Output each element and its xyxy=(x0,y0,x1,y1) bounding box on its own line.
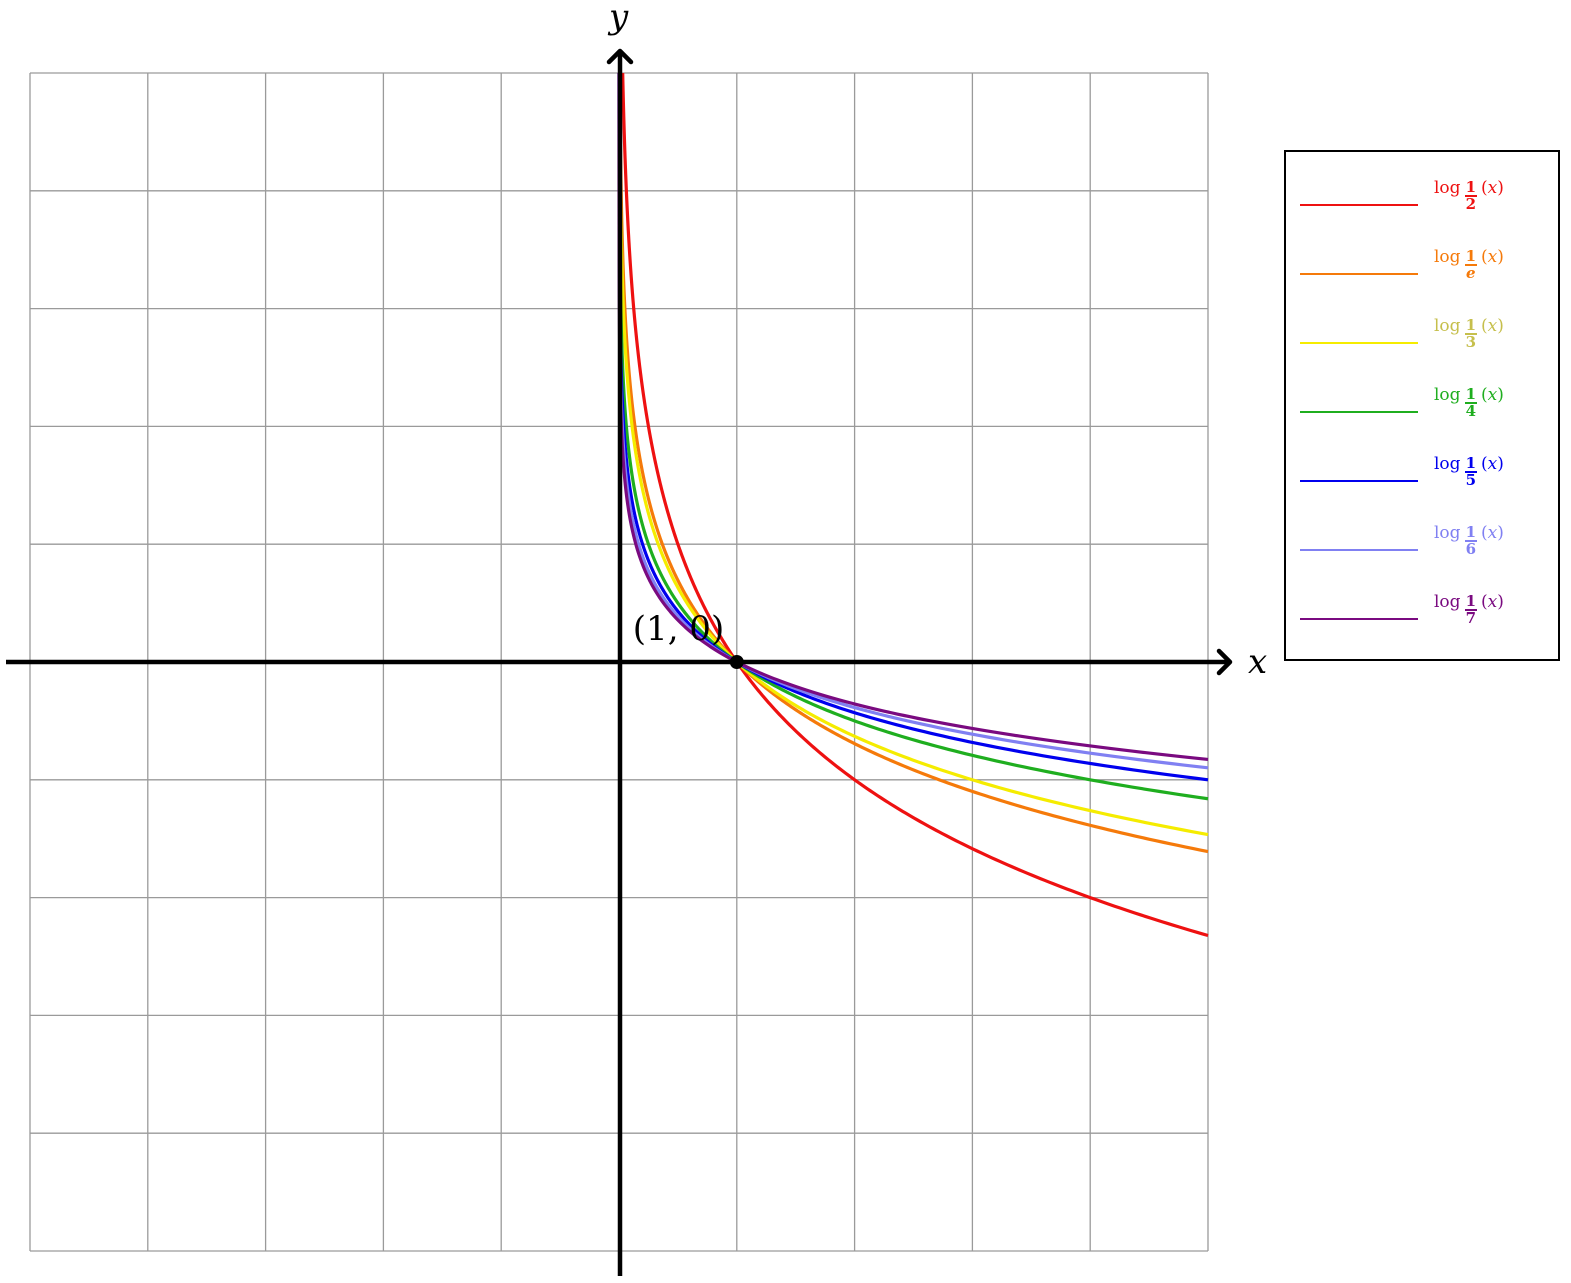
legend-argument: (x) xyxy=(1481,385,1504,405)
legend-fn: log xyxy=(1434,454,1461,474)
legend-argument: (x) xyxy=(1481,592,1504,612)
series-line xyxy=(621,72,1209,938)
legend-item: log 1 6 (x) xyxy=(1286,497,1558,557)
legend-label: log 1 2 (x) xyxy=(1434,178,1504,212)
series-line xyxy=(617,73,1209,801)
curves xyxy=(617,72,1209,938)
legend-fn: log xyxy=(1434,385,1461,405)
legend-swatch xyxy=(1300,411,1418,413)
legend-fn: log xyxy=(1434,247,1461,267)
legend-argument: (x) xyxy=(1481,316,1504,336)
legend-swatch xyxy=(1300,204,1418,206)
legend-item: log 1 3 (x) xyxy=(1286,290,1558,350)
legend-fn: log xyxy=(1434,523,1461,543)
legend-label: log 1 4 (x) xyxy=(1434,385,1504,419)
axes xyxy=(6,48,1233,1276)
legend-item: log 1 4 (x) xyxy=(1286,359,1558,419)
y-axis-label: y xyxy=(607,0,629,37)
legend-label: log 1 6 (x) xyxy=(1434,523,1504,557)
legend-swatch xyxy=(1300,273,1418,275)
legend-label: log 1 3 (x) xyxy=(1434,316,1504,350)
legend-fn: log xyxy=(1434,178,1461,198)
legend-swatch xyxy=(1300,618,1418,620)
series-line xyxy=(617,73,1209,762)
legend-item: log 1 5 (x) xyxy=(1286,428,1558,488)
y-axis-arrow xyxy=(606,48,634,65)
legend-item: log 1 2 (x) xyxy=(1286,152,1558,212)
legend-argument: (x) xyxy=(1481,247,1504,267)
x-axis-arrow xyxy=(1216,648,1233,676)
legend-item: log 1 7 (x) xyxy=(1286,566,1558,626)
point-label: (1, 0) xyxy=(633,609,724,649)
legend-argument: (x) xyxy=(1481,178,1504,198)
legend-swatch xyxy=(1300,342,1418,344)
legend-fn: log xyxy=(1434,592,1461,612)
legend-label: log 1 5 (x) xyxy=(1434,454,1504,488)
legend-label: log 1 e (x) xyxy=(1434,247,1504,281)
series-line xyxy=(618,72,1209,854)
legend-swatch xyxy=(1300,549,1418,551)
legend: log 1 2 (x) log 1 e (x) log 1 3 (x) log 1 4 (x) log 1 5 (x)… xyxy=(1284,150,1560,661)
legend-argument: (x) xyxy=(1481,454,1504,474)
legend-argument: (x) xyxy=(1481,523,1504,543)
legend-label: log 1 7 (x) xyxy=(1434,592,1504,626)
point-marker xyxy=(729,655,744,669)
x-axis-label: x xyxy=(1248,642,1267,682)
series-line xyxy=(617,72,1209,837)
legend-item: log 1 e (x) xyxy=(1286,221,1558,281)
legend-swatch xyxy=(1300,480,1418,482)
legend-fn: log xyxy=(1434,316,1461,336)
